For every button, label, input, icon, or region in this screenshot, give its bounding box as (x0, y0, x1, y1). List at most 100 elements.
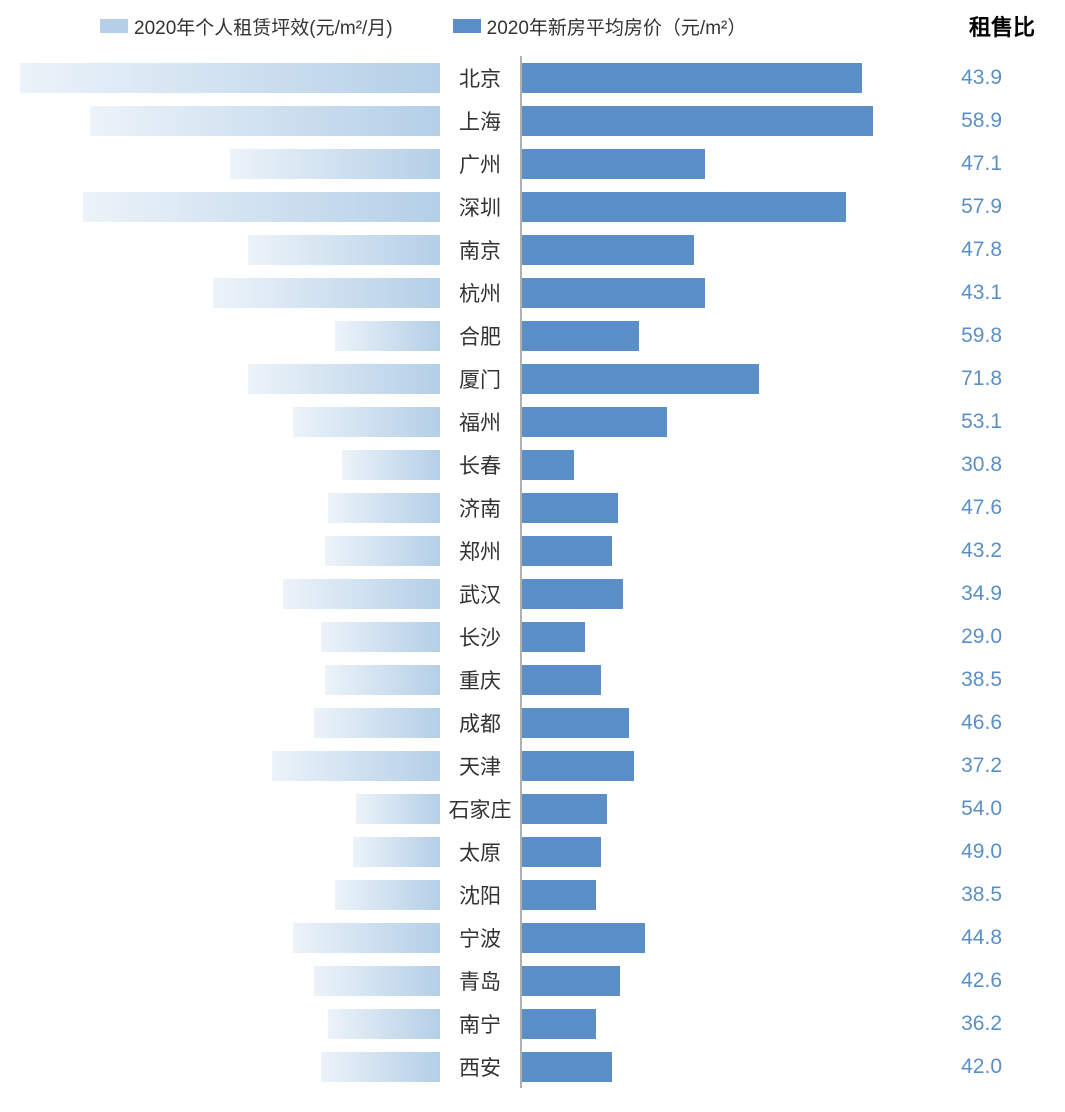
city-label: 长春 (440, 450, 520, 480)
chart-row: 石家庄54.0 (20, 787, 1045, 830)
bar-left-cell (20, 56, 440, 99)
bar-right (520, 63, 862, 93)
ratio-value: 47.1 (900, 152, 1020, 176)
bar-right-cell (520, 873, 900, 916)
bar-right-cell (520, 658, 900, 701)
bar-left-cell (20, 787, 440, 830)
bar-right (520, 880, 596, 910)
bar-left-cell (20, 486, 440, 529)
chart-row: 西安42.0 (20, 1045, 1045, 1088)
city-label: 广州 (440, 149, 520, 179)
bar-left (321, 622, 440, 652)
bar-left (283, 579, 441, 609)
bar-right-cell (520, 314, 900, 357)
city-label: 宁波 (440, 923, 520, 953)
bar-right (520, 278, 705, 308)
chart-row: 太原49.0 (20, 830, 1045, 873)
legend-item-right: 2020年新房平均房价（元/m²） (453, 13, 747, 40)
city-label: 重庆 (440, 665, 520, 695)
bar-left (335, 321, 440, 351)
ratio-value: 38.5 (900, 668, 1020, 692)
ratio-value: 44.8 (900, 926, 1020, 950)
bar-right-cell (520, 56, 900, 99)
ratio-value: 47.8 (900, 238, 1020, 262)
bar-left (335, 880, 440, 910)
bar-left-cell (20, 830, 440, 873)
chart-row: 南宁 36.2 (20, 1002, 1045, 1045)
bar-right-cell (520, 271, 900, 314)
bar-right (520, 837, 601, 867)
axis-line (520, 56, 522, 1088)
ratio-value: 43.1 (900, 281, 1020, 305)
bar-right (520, 579, 623, 609)
chart-row: 宁波 44.8 (20, 916, 1045, 959)
diverging-bar-chart: 北京43.9上海58.9广州47.1深圳57.9南京47.8杭州43.1合肥59… (20, 56, 1045, 1088)
bar-left-cell (20, 701, 440, 744)
bar-left-cell (20, 959, 440, 1002)
chart-row: 广州 47.1 (20, 142, 1045, 185)
ratio-value: 37.2 (900, 754, 1020, 778)
chart-row: 厦门71.8 (20, 357, 1045, 400)
bar-right (520, 665, 601, 695)
bar-right (520, 966, 620, 996)
ratio-value: 47.6 (900, 496, 1020, 520)
bar-right (520, 622, 585, 652)
city-label: 武汉 (440, 579, 520, 609)
chart-row: 长沙29.0 (20, 615, 1045, 658)
bar-left-cell (20, 873, 440, 916)
bar-right (520, 321, 639, 351)
bar-left-cell (20, 185, 440, 228)
bar-left (213, 278, 441, 308)
chart-row: 武汉34.9 (20, 572, 1045, 615)
bar-right-cell (520, 959, 900, 1002)
city-label: 太原 (440, 837, 520, 867)
city-label: 天津 (440, 751, 520, 781)
bar-left-cell (20, 99, 440, 142)
city-label: 南宁 (440, 1009, 520, 1039)
bar-right-cell (520, 185, 900, 228)
chart-row: 郑州43.2 (20, 529, 1045, 572)
bar-left (83, 192, 440, 222)
chart-row: 长春 30.8 (20, 443, 1045, 486)
city-label: 长沙 (440, 622, 520, 652)
bar-right (520, 493, 618, 523)
bar-left (230, 149, 440, 179)
ratio-value: 30.8 (900, 453, 1020, 477)
city-label: 成都 (440, 708, 520, 738)
city-label: 济南 (440, 493, 520, 523)
chart-row: 沈阳38.5 (20, 873, 1045, 916)
bar-right-cell (520, 357, 900, 400)
bar-left (325, 536, 441, 566)
legend-label-left: 2020年个人租赁坪效(元/m²/月) (134, 13, 393, 40)
ratio-value: 71.8 (900, 367, 1020, 391)
city-label: 郑州 (440, 536, 520, 566)
ratio-value: 54.0 (900, 797, 1020, 821)
chart-row: 南京47.8 (20, 228, 1045, 271)
ratio-header: 租售比 (969, 10, 1035, 42)
bar-right (520, 106, 873, 136)
bar-left (328, 493, 440, 523)
chart-row: 合肥59.8 (20, 314, 1045, 357)
bar-right (520, 794, 607, 824)
ratio-value: 36.2 (900, 1012, 1020, 1036)
chart-row: 天津 37.2 (20, 744, 1045, 787)
ratio-value: 46.6 (900, 711, 1020, 735)
bar-right-cell (520, 486, 900, 529)
bar-right (520, 407, 667, 437)
swatch-right (453, 19, 481, 33)
bar-right-cell (520, 701, 900, 744)
legend-item-left: 2020年个人租赁坪效(元/m²/月) (100, 13, 393, 40)
bar-left-cell (20, 744, 440, 787)
bar-left-cell (20, 142, 440, 185)
city-label: 深圳 (440, 192, 520, 222)
bar-right-cell (520, 916, 900, 959)
chart-row: 上海58.9 (20, 99, 1045, 142)
bar-right-cell (520, 744, 900, 787)
bar-left (293, 407, 440, 437)
bar-left (328, 1009, 440, 1039)
bar-left-cell (20, 615, 440, 658)
bar-left (321, 1052, 440, 1082)
bar-right-cell (520, 228, 900, 271)
bar-left (314, 966, 440, 996)
bar-left (353, 837, 441, 867)
